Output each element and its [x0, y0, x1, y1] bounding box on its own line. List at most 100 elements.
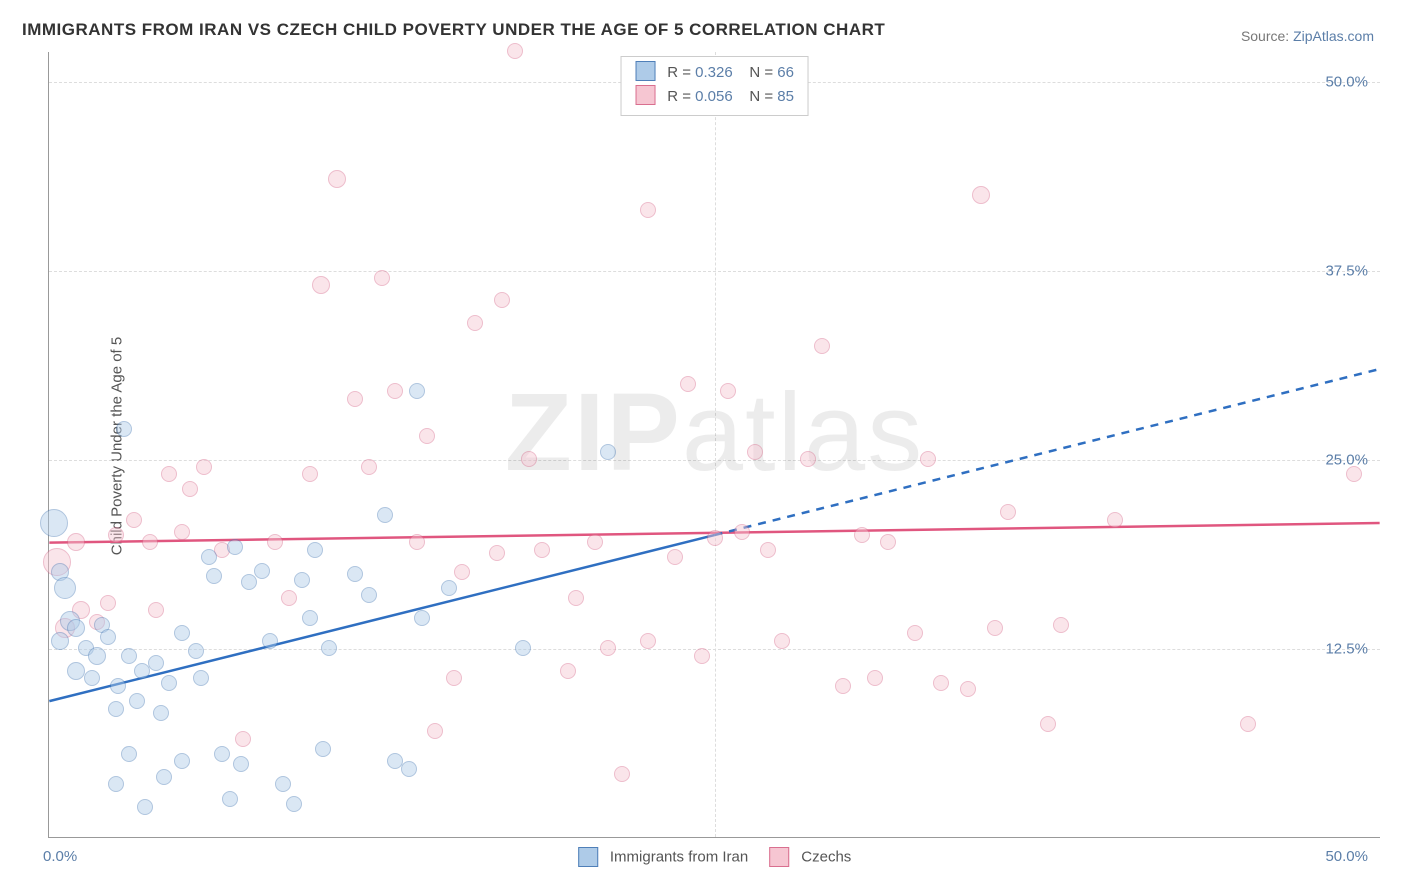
data-point-pink [374, 270, 390, 286]
data-point-blue [100, 629, 116, 645]
data-point-pink [409, 534, 425, 550]
data-point-blue [302, 610, 318, 626]
swatch-blue-bottom [578, 847, 598, 867]
data-point-pink [1000, 504, 1016, 520]
source-label: Source: ZipAtlas.com [1241, 28, 1374, 44]
trend-lines [49, 52, 1380, 837]
x-tick-label: 0.0% [43, 848, 77, 865]
data-point-blue [148, 655, 164, 671]
data-point-blue [227, 539, 243, 555]
data-point-blue [67, 619, 85, 637]
data-point-blue [201, 549, 217, 565]
data-point-pink [489, 545, 505, 561]
series-label-pink: Czechs [801, 849, 851, 866]
data-point-blue [214, 746, 230, 762]
data-point-pink [196, 459, 212, 475]
data-point-blue [307, 542, 323, 558]
data-point-blue [361, 587, 377, 603]
data-point-blue [347, 566, 363, 582]
data-point-blue [108, 776, 124, 792]
data-point-blue [441, 580, 457, 596]
data-point-pink [694, 648, 710, 664]
legend-row-pink: R = 0.056 N = 85 [635, 85, 794, 109]
data-point-blue [153, 705, 169, 721]
data-point-blue [121, 746, 137, 762]
data-point-blue [110, 678, 126, 694]
data-point-pink [419, 428, 435, 444]
data-point-pink [328, 170, 346, 188]
data-point-pink [600, 640, 616, 656]
data-point-blue [121, 648, 137, 664]
data-point-blue [286, 796, 302, 812]
data-point-pink [814, 338, 830, 354]
data-point-pink [467, 315, 483, 331]
data-point-pink [100, 595, 116, 611]
data-point-pink [747, 444, 763, 460]
data-point-pink [774, 633, 790, 649]
data-point-pink [640, 202, 656, 218]
data-point-pink [534, 542, 550, 558]
data-point-pink [800, 451, 816, 467]
data-point-pink [361, 459, 377, 475]
data-point-pink [1107, 512, 1123, 528]
data-point-blue [129, 693, 145, 709]
n-label: N = [749, 88, 773, 105]
data-point-pink [667, 549, 683, 565]
series-legend: Immigrants from Iran Czechs [578, 847, 852, 867]
data-point-pink [640, 633, 656, 649]
data-point-blue [222, 791, 238, 807]
data-point-pink [680, 376, 696, 392]
data-point-blue [262, 633, 278, 649]
data-point-pink [933, 675, 949, 691]
data-point-blue [137, 799, 153, 815]
data-point-blue [515, 640, 531, 656]
swatch-blue [635, 61, 655, 81]
data-point-pink [960, 681, 976, 697]
r-value-blue: 0.326 [695, 64, 733, 81]
data-point-pink [760, 542, 776, 558]
source-value: ZipAtlas.com [1293, 28, 1374, 44]
data-point-pink [108, 527, 124, 543]
r-label: R = [667, 64, 691, 81]
data-point-blue [414, 610, 430, 626]
data-point-pink [454, 564, 470, 580]
data-point-blue [321, 640, 337, 656]
data-point-pink [281, 590, 297, 606]
data-point-pink [920, 451, 936, 467]
data-point-pink [560, 663, 576, 679]
swatch-pink-bottom [769, 847, 789, 867]
n-value-pink: 85 [777, 88, 794, 105]
series-label-blue: Immigrants from Iran [610, 849, 748, 866]
r-label: R = [667, 88, 691, 105]
data-point-pink [972, 186, 990, 204]
data-point-blue [241, 574, 257, 590]
scatter-plot: ZIPatlas R = 0.326 N = 66 R = 0.056 N = … [48, 52, 1380, 838]
data-point-blue [40, 509, 68, 537]
data-point-blue [54, 577, 76, 599]
data-point-blue [88, 647, 106, 665]
data-point-pink [174, 524, 190, 540]
data-point-pink [302, 466, 318, 482]
data-point-pink [854, 527, 870, 543]
data-point-pink [614, 766, 630, 782]
data-point-pink [235, 731, 251, 747]
data-point-pink [1346, 466, 1362, 482]
data-point-pink [67, 533, 85, 551]
data-point-blue [193, 670, 209, 686]
data-point-blue [161, 675, 177, 691]
data-point-blue [116, 421, 132, 437]
swatch-pink [635, 85, 655, 105]
legend-row-blue: R = 0.326 N = 66 [635, 61, 794, 85]
data-point-pink [734, 524, 750, 540]
data-point-pink [987, 620, 1003, 636]
n-value-blue: 66 [777, 64, 794, 81]
data-point-blue [275, 776, 291, 792]
data-point-blue [174, 625, 190, 641]
data-point-pink [494, 292, 510, 308]
n-label: N = [749, 64, 773, 81]
source-label-text: Source: [1241, 28, 1293, 44]
r-value-pink: 0.056 [695, 88, 733, 105]
data-point-pink [446, 670, 462, 686]
data-point-blue [67, 662, 85, 680]
correlation-legend: R = 0.326 N = 66 R = 0.056 N = 85 [620, 56, 809, 116]
